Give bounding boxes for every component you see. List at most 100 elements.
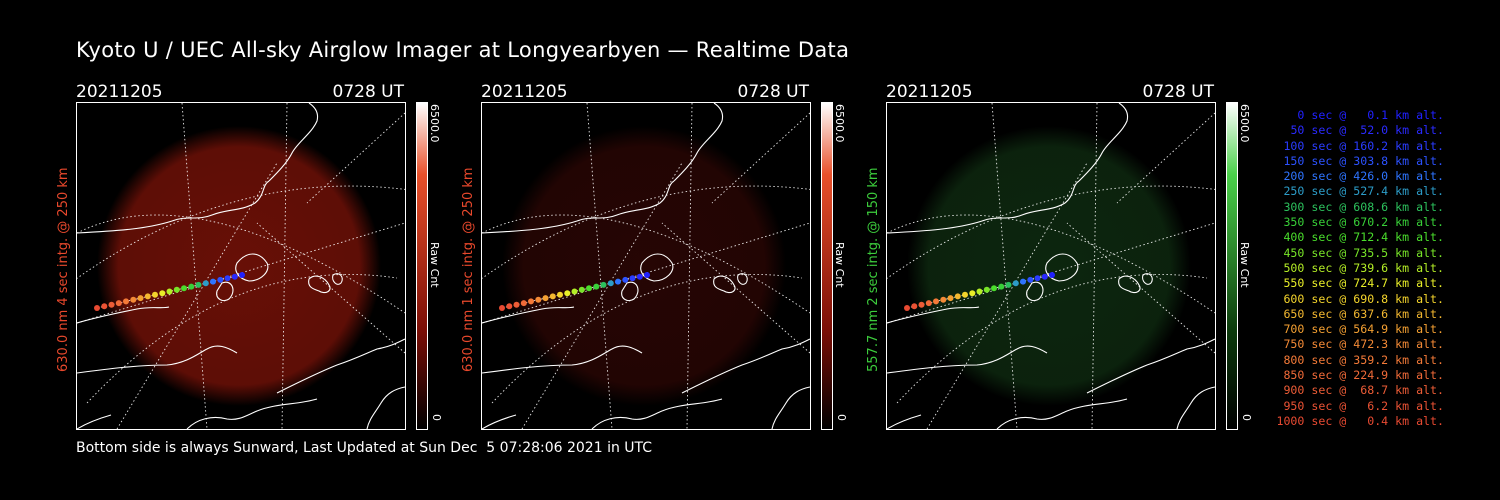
colorbar-max-label: 6500.0 [428, 104, 441, 143]
colorbar-min-label: 0 [430, 414, 443, 421]
trajectory-point [904, 305, 910, 311]
trajectory-point [607, 280, 614, 287]
legend-row: 600 sec @ 690.8 km alt. [1283, 291, 1444, 306]
trajectory-point [224, 275, 231, 282]
trajectory-point [615, 278, 621, 285]
trajectory-point [976, 288, 983, 295]
legend-row: 750 sec @ 472.3 km alt. [1283, 337, 1444, 352]
trajectory-point [181, 285, 187, 292]
trajectory-point [636, 273, 643, 280]
trajectory-point [195, 281, 202, 288]
trajectory-point [101, 303, 108, 310]
trajectory-legend: 0 sec @ 0.1 km alt. 50 sec @ 52.0 km alt.… [1244, 108, 1444, 429]
trajectory-point [1034, 275, 1041, 282]
trajectory-point [969, 290, 976, 297]
trajectory-point [940, 296, 947, 303]
legend-row: 900 sec @ 68.7 km alt. [1283, 383, 1444, 398]
trajectory-point [557, 291, 563, 298]
coastlines [482, 103, 810, 429]
footer-note: Bottom side is always Sunward, Last Upda… [76, 440, 653, 456]
legend-row: 1000 sec @ 0.4 km alt. [1276, 413, 1444, 428]
colorbar-max-label: 6500.0 [1238, 104, 1251, 143]
trajectory-point [629, 275, 636, 282]
colorbar-unit-label: Raw Cnt [428, 242, 441, 288]
panel-y-label: 557.7 nm 2 sec intg. @ 150 km [866, 167, 881, 372]
trajectory-point [535, 296, 542, 303]
trajectory-point [593, 283, 600, 290]
trajectory-point [1012, 280, 1019, 287]
legend-row: 450 sec @ 735.5 km alt. [1283, 245, 1444, 260]
trajectory-point [520, 300, 527, 307]
legend-row: 200 sec @ 426.0 km alt. [1283, 169, 1444, 184]
legend-row: 250 sec @ 527.4 km alt. [1283, 184, 1444, 199]
trajectory-point [600, 281, 607, 288]
trajectory-point [1041, 273, 1048, 280]
panel-time: 0728 UT [332, 82, 405, 102]
legend-row: 400 sec @ 712.4 km alt. [1283, 230, 1444, 245]
panel-630nm-4sec: 20211205 0728 UT [76, 82, 476, 430]
colorbar [821, 102, 833, 430]
trajectory-point [998, 283, 1005, 290]
panel-time: 0728 UT [737, 82, 810, 102]
panel-date: 20211205 [481, 82, 568, 102]
trajectory-point [644, 272, 650, 278]
panel-y-label: 630.0 nm 1 sec intg. @ 250 km [461, 167, 476, 372]
legend-row: 500 sec @ 739.6 km alt. [1283, 260, 1444, 275]
allsky-map [886, 102, 1216, 430]
panel-time: 0728 UT [1142, 82, 1215, 102]
colorbar-min-label: 0 [835, 414, 848, 421]
trajectory-point [115, 300, 122, 307]
trajectory-point [144, 293, 151, 300]
trajectory-point [506, 303, 513, 310]
coastlines [77, 103, 405, 429]
trajectory-point [137, 295, 144, 302]
coastlines [887, 103, 1215, 429]
page-title: Kyoto U / UEC All-sky Airglow Imager at … [76, 38, 850, 62]
legend-row: 350 sec @ 670.2 km alt. [1283, 215, 1444, 230]
trajectory-point [542, 295, 549, 302]
airglow-image [97, 126, 381, 406]
trajectory-point [911, 303, 918, 310]
trajectory-point [94, 305, 100, 311]
trajectory-point [962, 291, 968, 298]
trajectory-point [947, 295, 954, 302]
latitude-grid [482, 103, 810, 429]
trajectory-point [571, 288, 578, 295]
trajectory-point [231, 273, 238, 280]
legend-row: 550 sec @ 724.7 km alt. [1283, 276, 1444, 291]
legend-row: 950 sec @ 6.2 km alt. [1283, 398, 1444, 413]
colorbar [1226, 102, 1238, 430]
trajectory-point [130, 296, 137, 303]
trajectory-point [173, 286, 180, 293]
trajectory-point [954, 293, 961, 300]
legend-row: 800 sec @ 359.2 km alt. [1283, 352, 1444, 367]
trajectory-point [925, 300, 932, 307]
trajectory-point [513, 301, 520, 308]
trajectory-point [188, 283, 195, 290]
panel-557nm-2sec: 20211205 0728 UT [886, 82, 1286, 430]
trajectory-point [983, 286, 990, 293]
legend-row: 100 sec @ 160.2 km alt. [1283, 138, 1444, 153]
rocket-trajectory [904, 272, 1055, 311]
legend-row: 150 sec @ 303.8 km alt. [1283, 153, 1444, 168]
panel-630nm-1sec: 20211205 0728 UT [481, 82, 881, 430]
map-svg [77, 103, 405, 429]
trajectory-point [933, 298, 939, 305]
trajectory-point [1049, 272, 1055, 278]
panel-date: 20211205 [886, 82, 973, 102]
trajectory-point [564, 290, 571, 297]
trajectory-point [152, 291, 158, 298]
colorbar [416, 102, 428, 430]
legend-row: 700 sec @ 564.9 km alt. [1283, 322, 1444, 337]
trajectory-point [499, 305, 505, 311]
legend-row: 50 sec @ 52.0 km alt. [1290, 123, 1444, 138]
trajectory-point [123, 298, 129, 305]
allsky-map [76, 102, 406, 430]
colorbar-unit-label: Raw Cnt [1238, 242, 1251, 288]
latitude-grid [887, 103, 1215, 429]
panel-date: 20211205 [76, 82, 163, 102]
trajectory-point [1027, 276, 1034, 283]
trajectory-point [622, 276, 629, 283]
legend-row: 0 sec @ 0.1 km alt. [1297, 108, 1444, 122]
